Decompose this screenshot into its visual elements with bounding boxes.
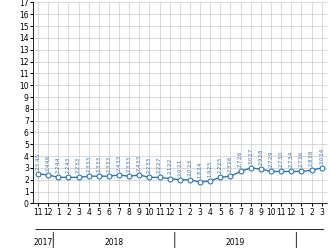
Text: 3.3: 3.3 xyxy=(116,155,121,163)
Text: 3.0: 3.0 xyxy=(319,155,324,164)
Text: 2.0: 2.0 xyxy=(177,167,182,176)
Text: 3.3: 3.3 xyxy=(96,156,101,164)
Text: 2.5: 2.5 xyxy=(208,160,213,168)
Text: 2.9: 2.9 xyxy=(258,156,263,165)
Text: 2.2: 2.2 xyxy=(56,165,61,173)
Text: 3.4: 3.4 xyxy=(319,147,324,155)
Text: 2.7: 2.7 xyxy=(269,159,274,167)
Text: 4.3: 4.3 xyxy=(66,157,71,165)
Text: 2.8: 2.8 xyxy=(258,148,263,157)
Text: 4.5: 4.5 xyxy=(36,153,41,161)
Text: 3.3: 3.3 xyxy=(107,156,112,164)
Text: 4.4: 4.4 xyxy=(56,156,61,165)
Text: 2.9: 2.9 xyxy=(269,151,274,159)
Text: 2.4: 2.4 xyxy=(137,162,142,171)
Text: 2.2: 2.2 xyxy=(157,165,162,173)
Text: 2.2: 2.2 xyxy=(167,158,172,166)
Text: 2.7: 2.7 xyxy=(238,159,243,167)
Text: 2.4: 2.4 xyxy=(198,161,203,170)
Text: 2.3: 2.3 xyxy=(96,164,101,172)
Text: 2.4: 2.4 xyxy=(116,162,121,171)
Text: 2.2: 2.2 xyxy=(218,165,223,173)
Text: 3.3: 3.3 xyxy=(76,157,81,165)
Text: 3.3: 3.3 xyxy=(137,155,142,163)
Text: 2.7: 2.7 xyxy=(299,159,304,167)
Text: 3.3: 3.3 xyxy=(127,156,132,164)
Text: 2.5: 2.5 xyxy=(218,156,223,165)
Text: 2.3: 2.3 xyxy=(228,164,233,172)
Text: 2.5: 2.5 xyxy=(36,161,41,170)
Text: 2.7: 2.7 xyxy=(289,159,294,167)
Text: 3.8: 3.8 xyxy=(309,150,314,158)
Text: 2.3: 2.3 xyxy=(127,164,132,172)
Text: 1.9: 1.9 xyxy=(208,168,213,177)
Text: 3.0: 3.0 xyxy=(248,155,253,164)
Text: 2.1: 2.1 xyxy=(167,166,172,174)
Text: 2019: 2019 xyxy=(226,238,245,247)
Text: 3.4: 3.4 xyxy=(289,151,294,159)
Text: 2.1: 2.1 xyxy=(177,159,182,167)
Text: 2.8: 2.8 xyxy=(309,158,314,166)
Text: 2.2: 2.2 xyxy=(76,165,81,173)
Text: 3.3: 3.3 xyxy=(147,157,152,165)
Text: 2.4: 2.4 xyxy=(46,162,51,171)
Text: 2.3: 2.3 xyxy=(86,164,91,172)
Text: 2.6: 2.6 xyxy=(238,151,243,159)
Text: 2.7: 2.7 xyxy=(279,159,283,167)
Text: 2.7: 2.7 xyxy=(248,147,253,155)
Text: 3.3: 3.3 xyxy=(86,156,91,164)
Text: 3.6: 3.6 xyxy=(299,151,304,159)
Text: 4.6: 4.6 xyxy=(46,154,51,163)
Text: 3.0: 3.0 xyxy=(279,151,283,159)
Text: 2.3: 2.3 xyxy=(107,164,112,172)
Text: 2.0: 2.0 xyxy=(187,167,192,176)
Text: 2.2: 2.2 xyxy=(66,165,71,173)
Text: 2.7: 2.7 xyxy=(157,156,162,165)
Text: 2.6: 2.6 xyxy=(228,155,233,164)
Text: 2017: 2017 xyxy=(34,238,53,247)
Text: 2.2: 2.2 xyxy=(147,165,152,173)
Text: 2018: 2018 xyxy=(105,238,123,247)
Text: 1.8: 1.8 xyxy=(198,170,203,178)
Text: 2.3: 2.3 xyxy=(187,159,192,167)
